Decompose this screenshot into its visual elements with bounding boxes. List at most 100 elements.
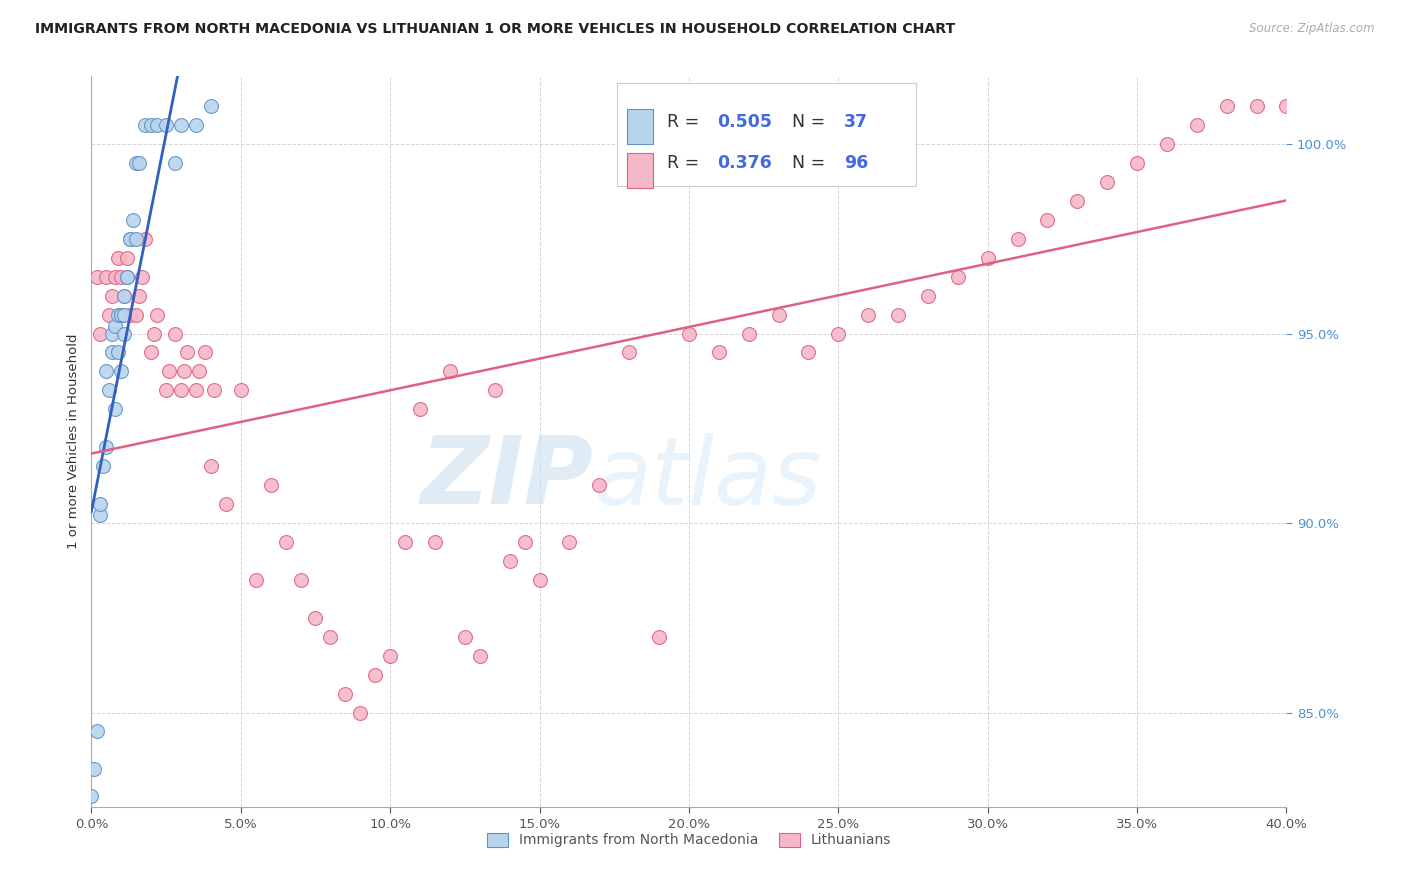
Point: [335, 687, 357, 701]
Point: [141, 118, 162, 132]
Point: [304, 611, 326, 625]
Point: [107, 308, 129, 322]
Point: [200, 459, 222, 474]
Point: [80, 789, 103, 803]
FancyBboxPatch shape: [627, 109, 652, 144]
Point: [619, 345, 641, 359]
Point: [454, 630, 477, 644]
Point: [648, 630, 671, 644]
Text: 37: 37: [844, 113, 869, 131]
Point: [917, 288, 939, 302]
Point: [112, 288, 135, 302]
Text: 0.505: 0.505: [717, 113, 773, 131]
Point: [423, 535, 446, 549]
Point: [146, 118, 169, 132]
Point: [163, 326, 186, 341]
Point: [215, 497, 238, 511]
Point: [946, 269, 969, 284]
Legend: Immigrants from North Macedonia, Lithuanians: Immigrants from North Macedonia, Lithuan…: [481, 827, 897, 853]
Point: [513, 535, 536, 549]
Point: [1126, 156, 1149, 170]
Point: [1036, 212, 1059, 227]
Point: [529, 573, 551, 587]
Point: [202, 384, 225, 398]
Text: 0.376: 0.376: [717, 154, 772, 172]
Point: [86, 269, 108, 284]
Point: [141, 345, 162, 359]
Point: [184, 384, 207, 398]
Point: [155, 384, 177, 398]
Point: [96, 440, 118, 454]
Point: [188, 364, 211, 378]
Point: [1156, 136, 1178, 151]
Point: [131, 269, 153, 284]
Point: [96, 269, 118, 284]
Point: [1275, 99, 1298, 113]
Point: [120, 232, 142, 246]
Point: [134, 232, 156, 246]
Point: [1185, 118, 1208, 132]
Point: [157, 364, 180, 378]
Point: [394, 535, 416, 549]
Point: [86, 724, 108, 739]
Point: [194, 345, 217, 359]
Point: [93, 459, 115, 474]
Point: [107, 251, 129, 265]
Point: [349, 706, 371, 720]
Point: [155, 118, 177, 132]
Point: [170, 384, 193, 398]
Point: [112, 288, 135, 302]
Point: [112, 326, 135, 341]
Point: [101, 288, 124, 302]
Point: [120, 232, 142, 246]
Text: R =: R =: [668, 113, 706, 131]
Point: [364, 667, 387, 681]
Point: [146, 308, 169, 322]
Point: [887, 308, 910, 322]
Point: [1097, 175, 1119, 189]
Point: [125, 232, 148, 246]
FancyBboxPatch shape: [617, 83, 917, 186]
Text: N =: N =: [780, 154, 831, 172]
Point: [101, 326, 124, 341]
Point: [143, 326, 166, 341]
Point: [163, 156, 186, 170]
Point: [89, 508, 111, 523]
Text: N =: N =: [780, 113, 831, 131]
Point: [439, 364, 461, 378]
Point: [107, 345, 129, 359]
Point: [101, 345, 124, 359]
Point: [83, 763, 105, 777]
Point: [827, 326, 849, 341]
Point: [378, 648, 402, 663]
Y-axis label: 1 or more Vehicles in Household: 1 or more Vehicles in Household: [67, 334, 80, 549]
Point: [274, 535, 297, 549]
Point: [89, 326, 111, 341]
Point: [229, 384, 252, 398]
Point: [112, 308, 135, 322]
Point: [976, 251, 998, 265]
Point: [110, 269, 132, 284]
Point: [184, 118, 207, 132]
Point: [98, 384, 121, 398]
Point: [128, 156, 150, 170]
Point: [125, 156, 148, 170]
Point: [1066, 194, 1088, 208]
Point: [737, 326, 759, 341]
Point: [89, 497, 111, 511]
Point: [797, 345, 820, 359]
Point: [200, 99, 222, 113]
Point: [259, 478, 281, 492]
Text: ZIP: ZIP: [420, 432, 593, 524]
Point: [319, 630, 342, 644]
Point: [468, 648, 491, 663]
Text: IMMIGRANTS FROM NORTH MACEDONIA VS LITHUANIAN 1 OR MORE VEHICLES IN HOUSEHOLD CO: IMMIGRANTS FROM NORTH MACEDONIA VS LITHU…: [35, 22, 956, 37]
Point: [768, 308, 790, 322]
Point: [558, 535, 581, 549]
Text: R =: R =: [668, 154, 706, 172]
Point: [110, 308, 132, 322]
Point: [409, 402, 432, 417]
Point: [290, 573, 312, 587]
Point: [856, 308, 880, 322]
Point: [176, 345, 198, 359]
